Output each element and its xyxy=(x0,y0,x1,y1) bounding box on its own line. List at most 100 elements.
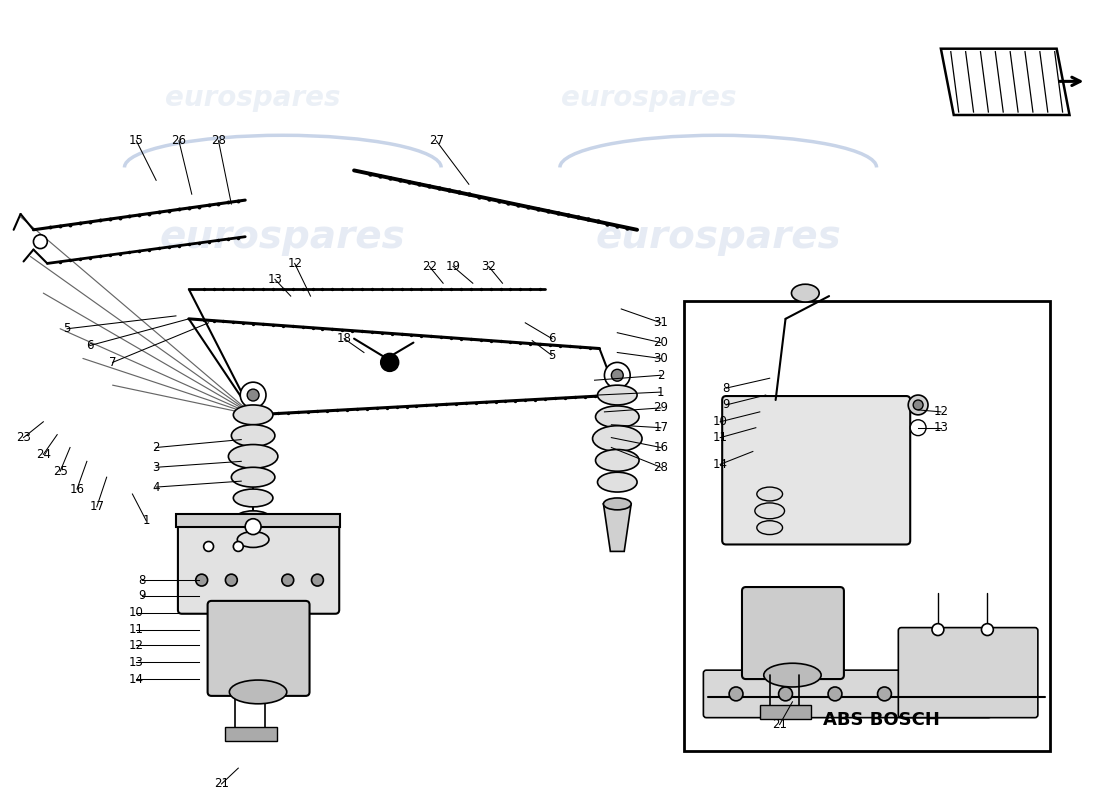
Text: eurospares: eurospares xyxy=(595,218,842,256)
Ellipse shape xyxy=(757,487,782,501)
Text: ABS BOSCH: ABS BOSCH xyxy=(823,710,939,729)
Text: 2: 2 xyxy=(657,369,664,382)
Text: 6: 6 xyxy=(548,332,556,345)
Circle shape xyxy=(729,687,743,701)
FancyBboxPatch shape xyxy=(742,587,844,679)
Text: 9: 9 xyxy=(139,590,146,602)
Circle shape xyxy=(248,389,260,401)
Ellipse shape xyxy=(235,511,271,526)
FancyBboxPatch shape xyxy=(723,396,910,545)
Text: 17: 17 xyxy=(89,500,104,514)
FancyBboxPatch shape xyxy=(226,726,277,742)
Text: 13: 13 xyxy=(934,422,948,434)
FancyBboxPatch shape xyxy=(178,522,339,614)
Text: 16: 16 xyxy=(69,482,85,495)
Circle shape xyxy=(226,574,238,586)
Circle shape xyxy=(311,574,323,586)
Polygon shape xyxy=(176,514,340,526)
Text: 3: 3 xyxy=(153,461,159,474)
Ellipse shape xyxy=(755,503,784,518)
Text: eurospares: eurospares xyxy=(165,84,341,112)
Ellipse shape xyxy=(231,467,275,487)
Text: 11: 11 xyxy=(129,623,144,636)
Text: 16: 16 xyxy=(653,441,669,454)
Circle shape xyxy=(913,400,923,410)
Text: 10: 10 xyxy=(129,606,144,619)
Circle shape xyxy=(932,624,944,635)
Text: 13: 13 xyxy=(267,273,283,286)
Ellipse shape xyxy=(763,663,821,687)
Text: 14: 14 xyxy=(713,458,728,471)
Text: 28: 28 xyxy=(211,134,226,147)
Text: 7: 7 xyxy=(109,356,117,369)
FancyBboxPatch shape xyxy=(760,705,812,718)
Text: 1: 1 xyxy=(657,386,664,398)
Circle shape xyxy=(604,362,630,388)
Circle shape xyxy=(245,518,261,534)
Text: 27: 27 xyxy=(429,134,443,147)
Polygon shape xyxy=(940,49,1069,115)
Text: 25: 25 xyxy=(53,465,67,478)
Ellipse shape xyxy=(231,425,275,446)
Text: 6: 6 xyxy=(86,339,94,352)
Text: 21: 21 xyxy=(214,778,229,790)
Text: 32: 32 xyxy=(481,260,496,273)
Text: 2: 2 xyxy=(153,441,159,454)
FancyBboxPatch shape xyxy=(208,601,309,696)
Circle shape xyxy=(233,542,243,551)
Ellipse shape xyxy=(238,532,270,547)
Circle shape xyxy=(981,624,993,635)
Ellipse shape xyxy=(597,385,637,405)
Circle shape xyxy=(909,395,928,415)
Ellipse shape xyxy=(792,284,820,302)
Ellipse shape xyxy=(233,489,273,507)
Circle shape xyxy=(828,687,842,701)
FancyBboxPatch shape xyxy=(683,301,1049,751)
Circle shape xyxy=(240,382,266,408)
Polygon shape xyxy=(604,504,631,551)
FancyBboxPatch shape xyxy=(703,670,991,718)
FancyBboxPatch shape xyxy=(899,628,1038,718)
Text: eurospares: eurospares xyxy=(160,218,406,256)
Ellipse shape xyxy=(233,405,273,425)
Text: 19: 19 xyxy=(446,260,461,273)
Circle shape xyxy=(612,370,624,381)
Text: 11: 11 xyxy=(713,431,728,444)
Circle shape xyxy=(381,354,398,371)
Text: 15: 15 xyxy=(129,134,144,147)
Ellipse shape xyxy=(230,680,287,704)
Text: 30: 30 xyxy=(653,352,668,365)
Ellipse shape xyxy=(757,521,782,534)
Text: 26: 26 xyxy=(172,134,186,147)
Text: 23: 23 xyxy=(16,431,31,444)
Text: 29: 29 xyxy=(653,402,669,414)
Text: 4: 4 xyxy=(153,481,159,494)
Circle shape xyxy=(33,234,47,249)
Circle shape xyxy=(910,420,926,436)
Text: 28: 28 xyxy=(653,461,669,474)
Text: eurospares: eurospares xyxy=(561,84,737,112)
Text: 17: 17 xyxy=(653,422,669,434)
Text: 22: 22 xyxy=(421,260,437,273)
Text: 12: 12 xyxy=(934,406,948,418)
Text: 12: 12 xyxy=(287,257,303,270)
Text: 5: 5 xyxy=(64,322,70,335)
Ellipse shape xyxy=(595,406,639,428)
Text: 13: 13 xyxy=(129,656,144,669)
Circle shape xyxy=(204,542,213,551)
Text: 8: 8 xyxy=(723,382,729,394)
Circle shape xyxy=(196,574,208,586)
Text: 8: 8 xyxy=(139,574,146,586)
Text: 20: 20 xyxy=(653,336,669,349)
Text: 21: 21 xyxy=(772,718,788,731)
Ellipse shape xyxy=(593,426,642,451)
Ellipse shape xyxy=(229,445,278,468)
Text: 5: 5 xyxy=(548,349,556,362)
Text: 10: 10 xyxy=(713,415,727,428)
Text: 9: 9 xyxy=(723,398,730,411)
Text: 24: 24 xyxy=(36,448,51,461)
Text: 18: 18 xyxy=(337,332,352,345)
Text: 1: 1 xyxy=(143,514,150,527)
Text: 12: 12 xyxy=(129,639,144,652)
Circle shape xyxy=(878,687,891,701)
